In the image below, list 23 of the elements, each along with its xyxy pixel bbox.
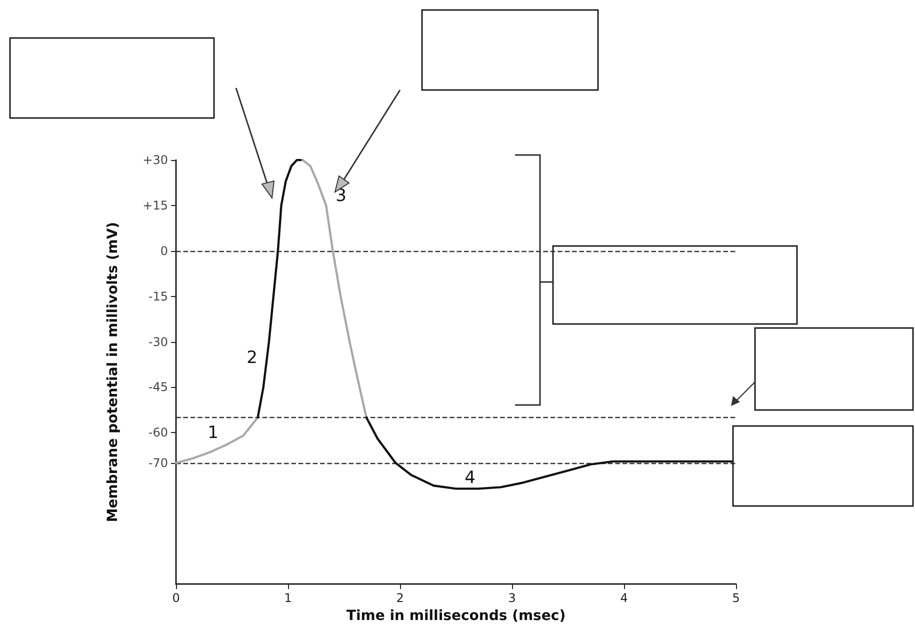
y-tick-label: -60: [148, 426, 168, 440]
x-tick-label: 4: [620, 591, 628, 606]
x-tick-label: 3: [508, 591, 516, 606]
y-tick-label: -30: [148, 334, 168, 349]
line-series: [256, 158, 304, 419]
x-tick-label: 0: [172, 591, 180, 606]
x-axis-title: Time in milliseconds (msec): [346, 608, 566, 624]
line-series: [174, 416, 259, 464]
x-tick-label: 1: [284, 591, 292, 606]
line-series: [301, 158, 368, 419]
y-axis-title: Membrane potential in millivolts (mV): [105, 222, 121, 522]
x-tick-label: 2: [396, 591, 404, 606]
y-tick-label: +15: [142, 198, 168, 212]
x-tick-label: 5: [732, 591, 740, 606]
y-tick-label: -70: [148, 456, 168, 470]
line-series: [365, 416, 734, 490]
y-tick-label: -15: [148, 289, 168, 304]
annotation: 1: [208, 423, 218, 443]
annotation: 4: [464, 468, 476, 488]
y-tick-label: +30: [142, 153, 168, 167]
y-tick-label: -45: [148, 380, 168, 394]
y-tick-label: 0: [160, 244, 168, 258]
annotation: 2: [246, 348, 258, 368]
